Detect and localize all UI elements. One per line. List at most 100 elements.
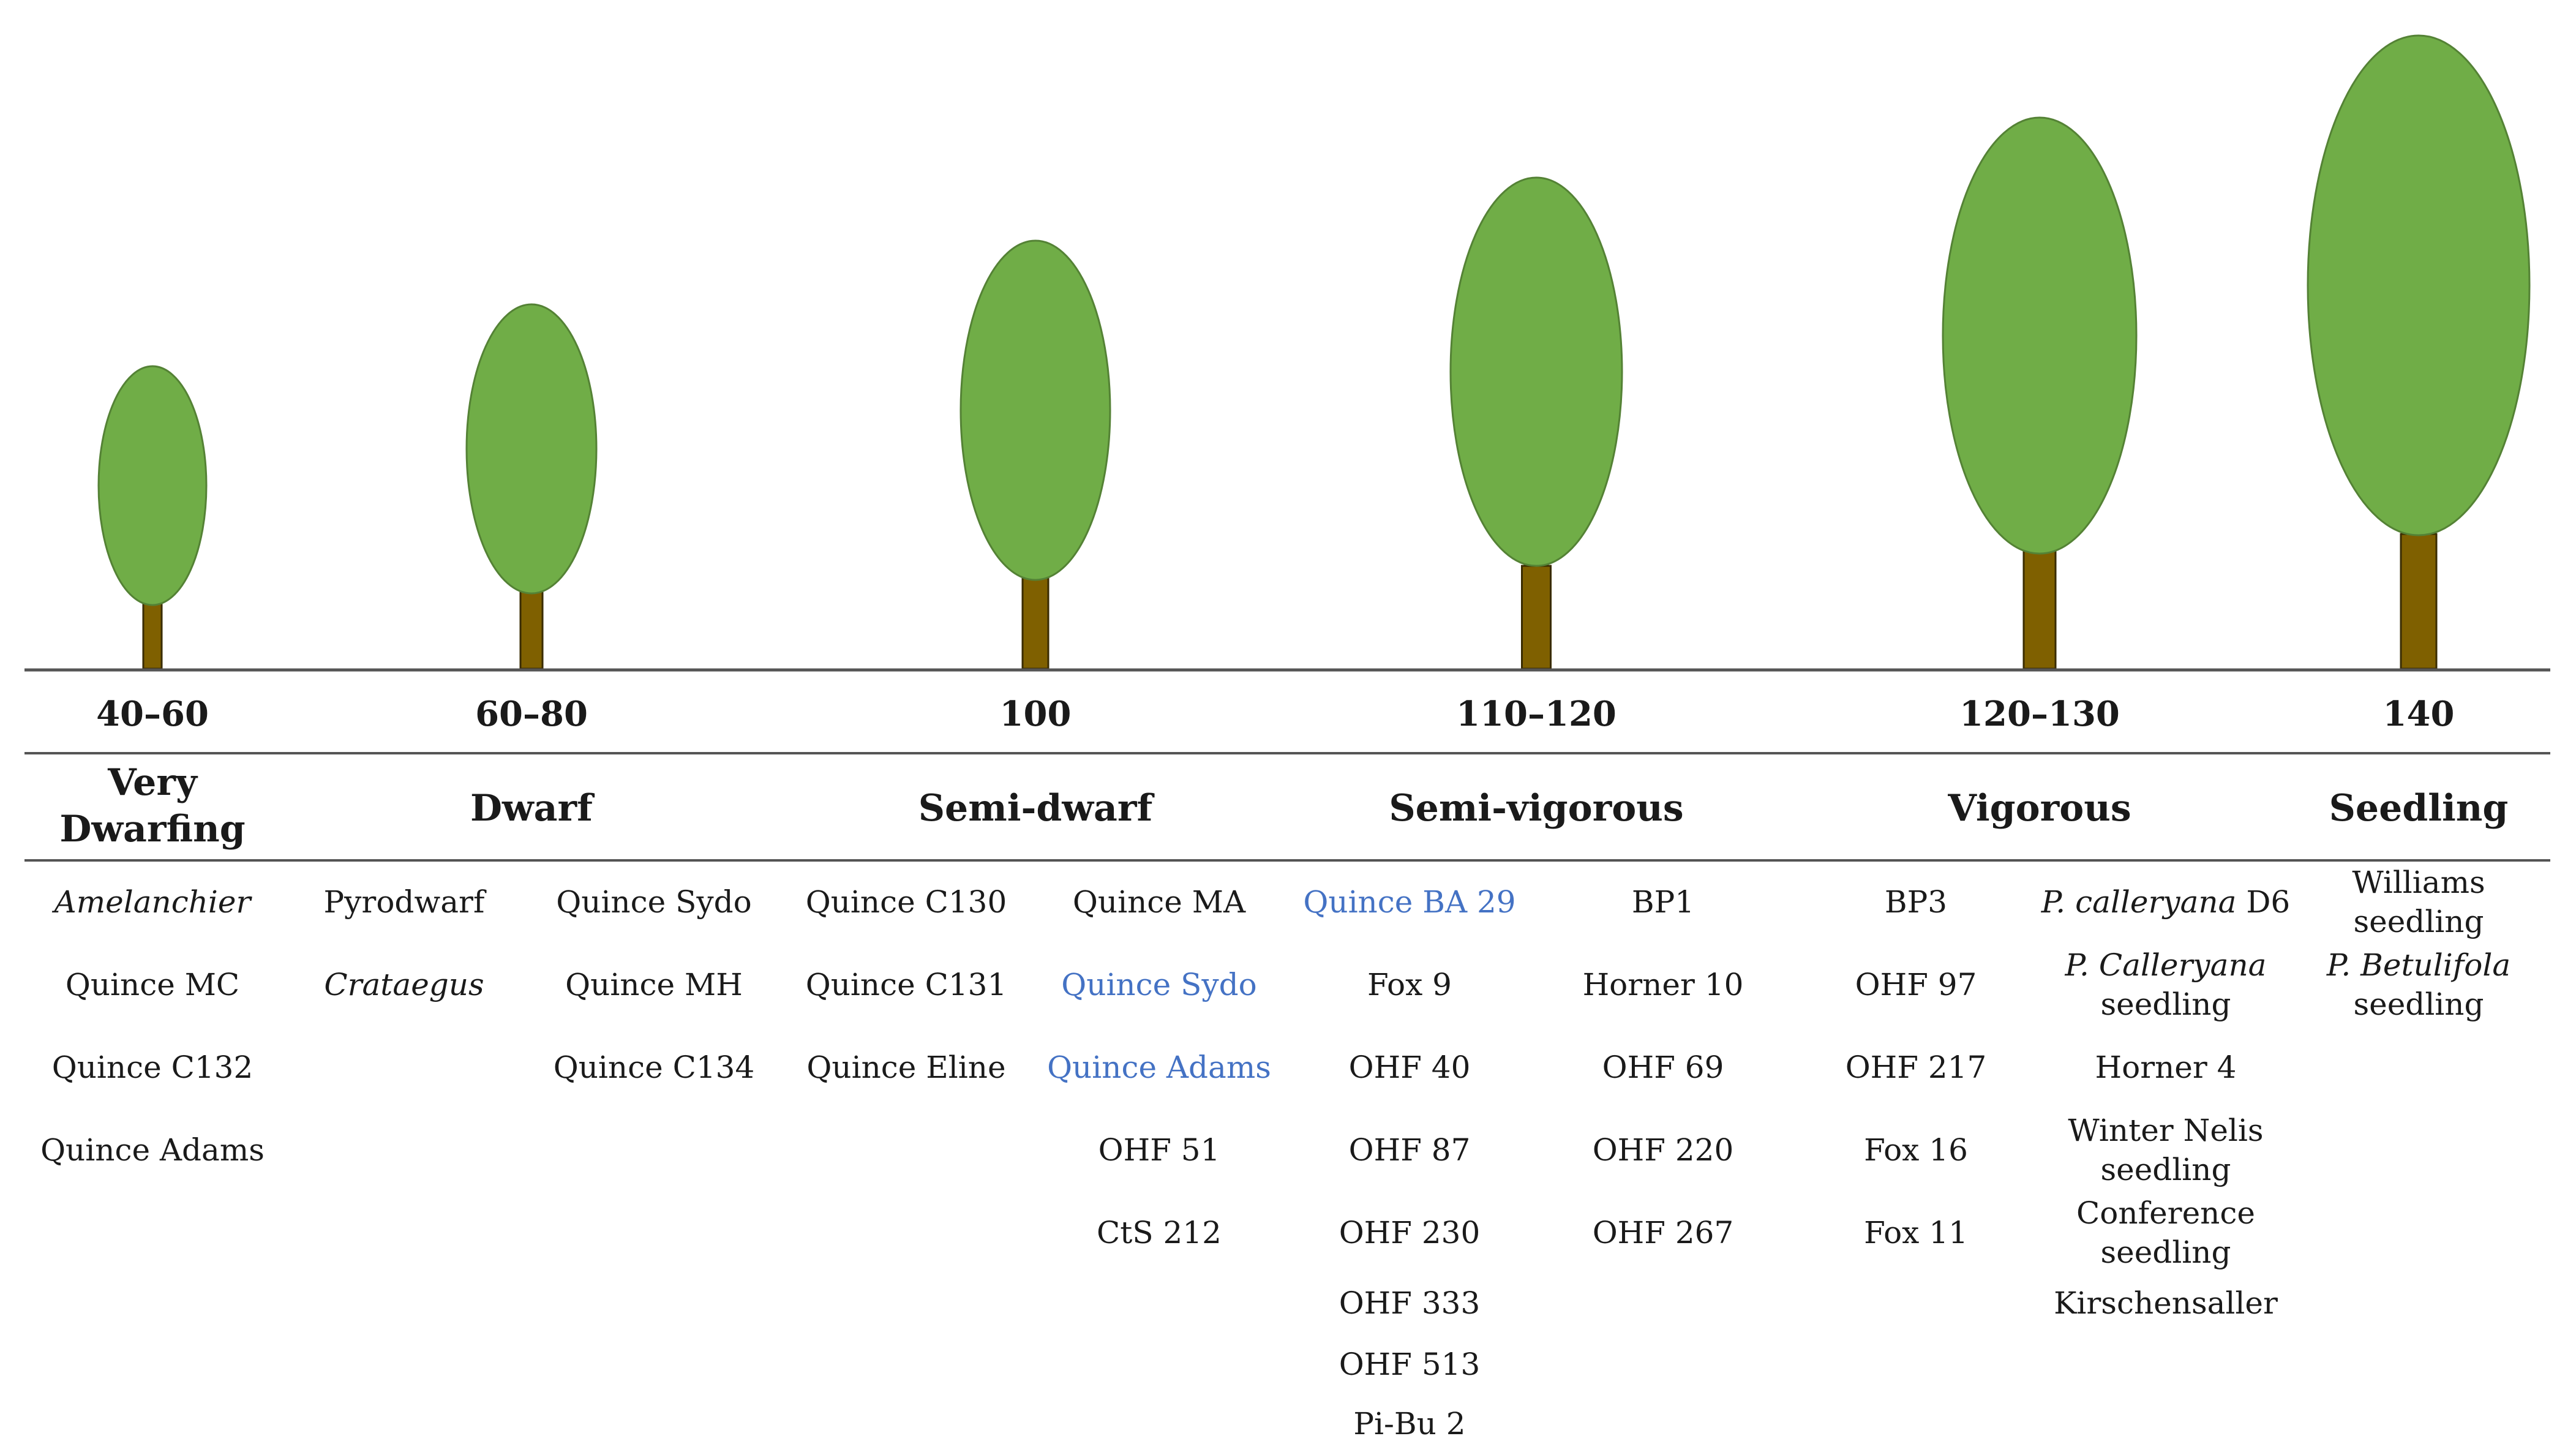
tree-canopy: [465, 303, 598, 595]
rootstock-item: Pyrodwarf: [324, 884, 487, 920]
rootstock-item: OHF 217: [1846, 1050, 1987, 1085]
rootstock-name: Fox 16: [1864, 1132, 1968, 1168]
rootstock-item-line2: seedling: [2353, 987, 2484, 1022]
rootstock-name: Horner 10: [1583, 967, 1744, 1002]
rootstock-item: P. Calleryana: [2065, 947, 2267, 983]
rootstock-name: OHF 217: [1846, 1050, 1987, 1085]
tree-trunk: [142, 601, 163, 670]
rootstock-item: BP1: [1632, 884, 1694, 920]
tree-6: [2307, 34, 2531, 670]
tree-trunk: [2022, 549, 2057, 670]
rootstock-item: OHF 69: [1602, 1050, 1724, 1085]
rootstock-name: D6: [2236, 884, 2290, 920]
rootstock-item: Horner 10: [1583, 967, 1744, 1002]
rootstock-name: Quince C134: [554, 1050, 755, 1085]
category-label: Dwarfing: [59, 808, 245, 851]
rootstock-name: Fox 11: [1864, 1215, 1968, 1250]
rootstock-item: OHF 40: [1349, 1050, 1471, 1085]
rootstock-item: Quince MC: [66, 967, 239, 1002]
rootstock-item: Kirschensaller: [2054, 1285, 2278, 1321]
rootstock-item: Conference: [2076, 1195, 2255, 1231]
rootstock-item: Winter Nelis: [2068, 1113, 2263, 1148]
rootstock-table: Amelanchier Quince MC Quince C132 Quince Ad…: [40, 865, 2510, 1442]
tree-canopy: [2307, 34, 2531, 536]
rootstock-name: OHF 51: [1098, 1132, 1220, 1168]
rootstock-name: Quince MC: [66, 967, 239, 1002]
rootstock-item: OHF 333: [1339, 1285, 1481, 1321]
rootstock-name: Quince C130: [806, 884, 1007, 920]
tree-5: [1942, 116, 2138, 670]
rootstock-name: OHF 513: [1339, 1347, 1481, 1382]
rootstock-item: OHF 87: [1349, 1132, 1471, 1168]
rootstock-name: OHF 220: [1593, 1132, 1734, 1168]
category-label: Semi-vigorous: [1389, 787, 1683, 830]
category-label: Very: [107, 761, 198, 804]
rootstock-item: P. Betulifola: [2326, 947, 2510, 983]
tree-trunk: [1521, 565, 1552, 670]
rootstock-name: Quince Adams: [40, 1132, 265, 1168]
rootstock-item: Quince C130: [806, 884, 1007, 920]
category-label: Dwarf: [470, 787, 595, 830]
rootstock-item: OHF 51: [1098, 1132, 1220, 1168]
vigor-label: 140: [2383, 694, 2455, 734]
rootstock-item: Crataegus: [324, 967, 484, 1002]
rootstock-item: P. calleryana D6: [2041, 884, 2290, 920]
vigor-label: 60–80: [475, 694, 588, 734]
rootstock-item: Quince MA: [1073, 884, 1246, 920]
rootstock-name: BP3: [1885, 884, 1947, 920]
rootstock-item: OHF 220: [1593, 1132, 1734, 1168]
rootstock-name: OHF 267: [1593, 1215, 1734, 1250]
rootstock-item-line2: seedling: [2100, 987, 2231, 1022]
rootstock-item: Fox 11: [1864, 1215, 1968, 1250]
horizontal-rules: [24, 668, 2550, 862]
rootstock-item: Williams: [2352, 865, 2485, 900]
rootstock-name: CtS 212: [1097, 1215, 1222, 1250]
rootstock-item-line2: seedling: [2100, 1235, 2231, 1270]
vigor-label: 100: [1000, 694, 1072, 734]
rootstock-name: Winter Nelis: [2068, 1113, 2263, 1148]
rootstock-name: Quince MA: [1073, 884, 1246, 920]
rootstock-name: Quince BA 29: [1303, 884, 1515, 920]
tree-canopy: [97, 365, 208, 606]
tree-1: [97, 365, 208, 670]
rootstock-item: OHF 230: [1339, 1215, 1481, 1250]
rootstock-name: OHF 87: [1349, 1132, 1471, 1168]
vigor-label: 120–130: [1959, 694, 2120, 734]
rootstock-item-line2: seedling: [2353, 904, 2484, 939]
rootstock-item: Horner 4: [2095, 1050, 2236, 1085]
rootstock-name: OHF 333: [1339, 1285, 1481, 1321]
rootstock-name: Pyrodwarf: [324, 884, 487, 920]
tree-row: [97, 34, 2531, 670]
rootstock-item: OHF 513: [1339, 1347, 1481, 1382]
rootstock-name: OHF 69: [1602, 1050, 1724, 1085]
rootstock-item: OHF 267: [1593, 1215, 1734, 1250]
rootstock-name: Pi-Bu 2: [1353, 1406, 1465, 1442]
rootstock-item: Quince Eline: [806, 1050, 1005, 1085]
rootstock-item: CtS 212: [1097, 1215, 1222, 1250]
rootstock-name: P. calleryana: [2041, 884, 2237, 920]
rootstock-name: Conference: [2076, 1195, 2255, 1231]
rootstock-item: Quince Adams: [1047, 1050, 1271, 1085]
tree-canopy: [1942, 116, 2138, 555]
rootstock-name: OHF 97: [1855, 967, 1977, 1002]
rootstock-item: Fox 9: [1367, 967, 1452, 1002]
rootstock-item: Quince Adams: [40, 1132, 265, 1168]
rootstock-name: Quince Sydo: [556, 884, 751, 920]
category-label: Semi-dwarf: [918, 787, 1155, 830]
tree-4: [1449, 176, 1623, 670]
tree-trunk: [519, 589, 544, 670]
rootstock-item: Pi-Bu 2: [1353, 1406, 1465, 1442]
rootstock-item: BP3: [1885, 884, 1947, 920]
rootstock-item: Quince C132: [52, 1050, 253, 1085]
tree-2: [465, 303, 598, 670]
rootstock-item: Fox 16: [1864, 1132, 1968, 1168]
rootstock-name: Crataegus: [324, 967, 484, 1002]
rootstock-item-line2: seedling: [2100, 1152, 2231, 1187]
rootstock-name: OHF 40: [1349, 1050, 1471, 1085]
rootstock-name: Quince MH: [565, 967, 743, 1002]
tree-canopy: [1449, 176, 1623, 567]
vigor-label: 40–60: [96, 694, 209, 734]
